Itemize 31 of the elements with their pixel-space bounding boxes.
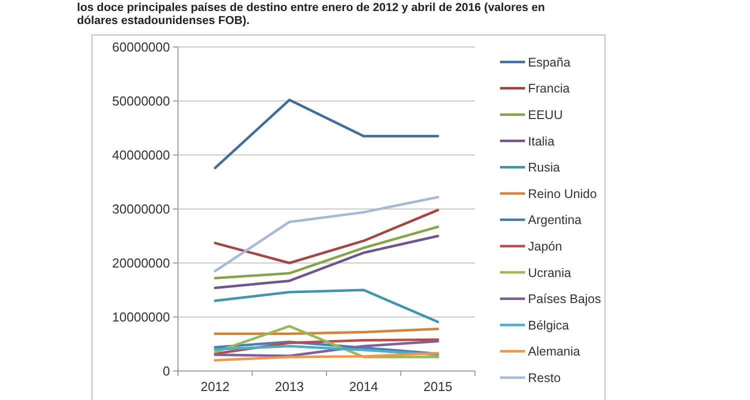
x-tick-label: 2015 [423,379,452,394]
y-tick-label: 40000000 [112,148,170,163]
legend-label: Francia [528,82,570,96]
y-tick-label: 30000000 [112,202,170,217]
y-tick-label: 50000000 [112,94,170,109]
legend-label: Países Bajos [528,292,601,306]
line-series [214,352,440,362]
x-tick-label: 2014 [349,379,378,394]
line-series [214,196,440,272]
y-tick-label: 20000000 [112,256,170,271]
legend-label: Bélgica [528,318,570,332]
legend-label: Italia [528,134,554,148]
line-series [214,208,440,264]
legend-label: Japón [528,239,562,254]
legend-label: Rusia [528,160,560,175]
legend-label: España [528,55,570,70]
y-tick-label: 60000000 [112,40,170,55]
x-tick-label: 2013 [274,379,304,394]
chart-title: los doce principales países de destino entre enero de 2012 y abril de 2016 (valores en dólares estadounidenses FOB). [77,2,545,27]
legend-label: Resto [528,370,561,385]
legend-label: Reino Unido [528,186,597,201]
legend-label: Ucrania [528,266,572,280]
line-series [214,288,440,324]
y-tick-label: 0 [162,364,170,379]
y-tick-label: 10000000 [112,310,170,325]
legend-label: Alemania [528,344,580,359]
legend-label: EEUU [528,108,563,122]
x-tick-label: 2012 [200,379,230,394]
legend-label: Argentina [528,213,582,228]
line-series [214,226,440,280]
line-series [214,234,440,290]
